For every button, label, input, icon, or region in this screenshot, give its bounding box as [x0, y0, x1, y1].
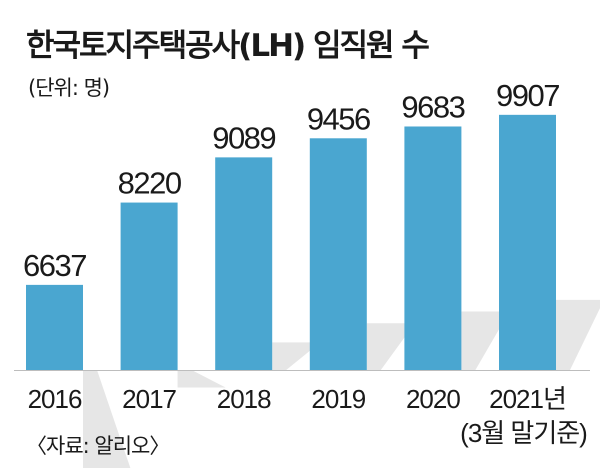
bar-shadow [272, 342, 321, 370]
bar-shadow [177, 370, 226, 388]
bar-2020 [404, 126, 462, 370]
source-note: 〈자료: 알리오〉 [26, 434, 170, 458]
data-label: 6637 [23, 248, 86, 283]
data-label: 9089 [212, 120, 275, 155]
x-tick-label: 2017 [122, 384, 176, 414]
data-label: 8220 [118, 166, 182, 201]
chart-title: 한국토지주택공사(LH) 임직원 수 [26, 28, 430, 64]
x-tick-label: 2021년 [489, 384, 566, 414]
data-label: 9907 [496, 78, 559, 113]
x-tick-note: (3월 말기준) [460, 418, 587, 448]
bar-shadow [461, 311, 510, 370]
x-tick-label: 2016 [28, 384, 82, 414]
data-label: 9456 [307, 101, 370, 136]
bar-2019 [309, 138, 367, 370]
bar-2018 [215, 157, 273, 370]
unit-label: (단위: 명) [28, 76, 110, 100]
bar-shadow [83, 370, 131, 468]
x-tick-label: 2020 [406, 384, 460, 414]
bar-shadow [556, 299, 600, 370]
bar-2017 [120, 202, 178, 370]
bar-2016 [26, 284, 83, 370]
x-tick-label: 2018 [217, 384, 271, 414]
data-label: 9683 [401, 89, 464, 124]
bar-2021년 [499, 114, 556, 370]
x-tick-label: 2019 [311, 384, 365, 414]
bar-shadow [366, 323, 415, 370]
